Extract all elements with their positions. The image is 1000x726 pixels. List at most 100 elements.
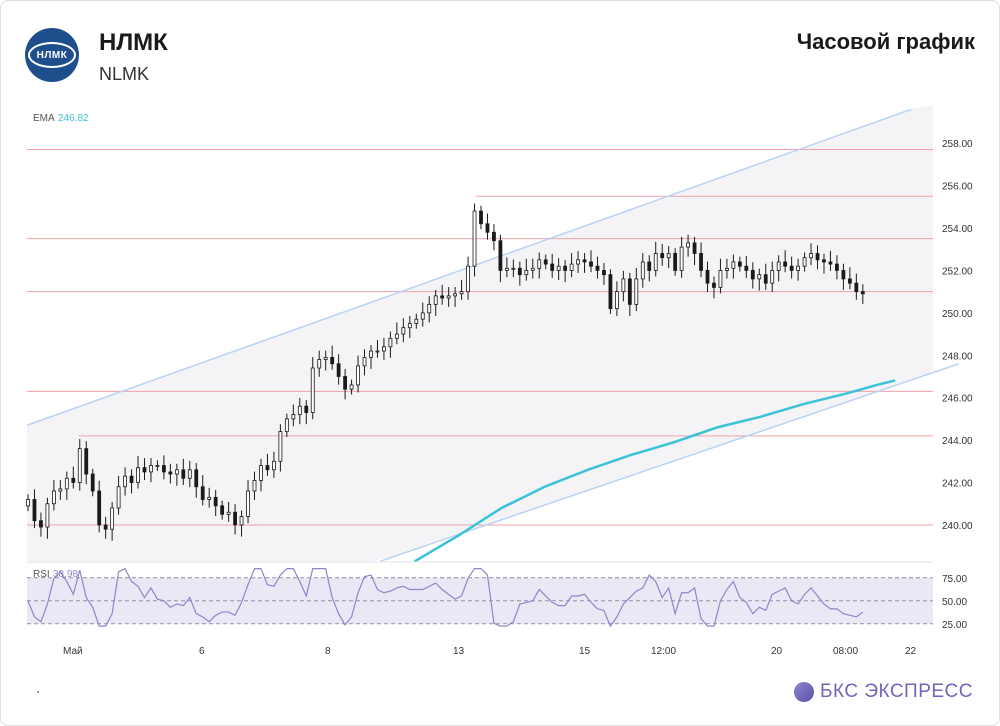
y-tick-label: 254.00: [942, 224, 973, 235]
candle-body-31: [226, 511, 231, 515]
y-tick-label: 252.00: [942, 266, 973, 277]
candle-body-60: [414, 318, 419, 324]
candle-body-94: [634, 278, 639, 305]
candle-body-81: [550, 263, 555, 271]
candle-body-93: [627, 278, 632, 305]
candle-body-5: [58, 488, 63, 492]
candle-body-86: [582, 259, 587, 263]
candle-body-43: [304, 405, 309, 413]
candle-body-47: [330, 356, 335, 365]
candle-body-129: [860, 291, 865, 295]
candle-body-56: [388, 337, 393, 348]
rsi-line: [27, 567, 864, 628]
candle-body-38: [272, 460, 276, 471]
y-tick-label: 244.00: [942, 436, 973, 447]
candle-body-101: [679, 246, 684, 271]
candle-body-33: [239, 516, 244, 526]
candle-body-42: [297, 405, 302, 416]
candle-body-27: [200, 486, 205, 500]
candle-body-59: [407, 323, 412, 329]
candle-body-22: [168, 471, 173, 475]
chart-timeframe-title: Часовой график: [796, 29, 975, 54]
candle-body-121: [809, 253, 813, 259]
candle-body-71: [485, 223, 490, 233]
candle-body-99: [666, 253, 671, 259]
candle-body-9: [84, 448, 89, 475]
candle-body-124: [828, 261, 833, 265]
candle-body-26: [194, 469, 199, 488]
candle-body-50: [349, 384, 354, 390]
candle-body-76: [517, 267, 522, 276]
candle-body-2: [39, 520, 43, 528]
x-tick-label: 22: [905, 646, 917, 657]
candle-body-112: [750, 270, 755, 280]
candle-body-24: [181, 469, 186, 479]
y-tick-label: 240.00: [942, 521, 973, 532]
candle-body-49: [343, 376, 348, 390]
candle-body-7: [71, 477, 76, 483]
x-tick-label: 12:00: [651, 646, 676, 657]
y-tick-label: 258.00: [942, 139, 973, 150]
x-tick-label: 20: [771, 646, 783, 657]
brand-name: БКС ЭКСПРЕСС: [820, 681, 973, 702]
candle-body-126: [841, 270, 846, 280]
candle-body-85: [576, 259, 580, 265]
candle-body-54: [375, 350, 380, 353]
candle-body-116: [776, 261, 781, 271]
candle-body-25: [187, 469, 192, 479]
candle-body-63: [433, 295, 438, 305]
candle-body-79: [537, 259, 542, 269]
candle-body-105: [705, 270, 710, 284]
x-tick-label: 6: [199, 646, 205, 657]
candle-body-44: [310, 367, 315, 413]
candle-body-75: [511, 267, 516, 270]
candle-body-61: [420, 312, 425, 320]
candle-body-127: [847, 278, 852, 284]
candle-body-11: [97, 490, 102, 526]
candle-body-97: [653, 253, 658, 271]
candle-body-82: [556, 265, 561, 271]
candle-body-10: [90, 473, 95, 492]
x-tick-label: Май: [63, 646, 83, 657]
candle-body-70: [479, 210, 483, 225]
ticker-title: НЛМК: [99, 29, 168, 56]
candle-body-107: [718, 270, 723, 288]
rsi-tick-label: 25.00: [942, 620, 967, 631]
candle-body-77: [524, 270, 529, 276]
candle-body-128: [854, 282, 859, 293]
candle-body-96: [647, 261, 652, 271]
channel-lower-line: [380, 363, 960, 562]
candle-body-73: [498, 240, 503, 271]
footer-dot: [37, 691, 39, 693]
ema-line: [414, 379, 896, 563]
candle-body-8: [77, 448, 82, 483]
candle-body-114: [763, 274, 768, 284]
candle-body-66: [453, 293, 458, 297]
candle-body-28: [207, 496, 212, 500]
candle-body-16: [129, 475, 134, 483]
y-tick-label: 242.00: [942, 479, 973, 490]
candle-body-113: [757, 274, 762, 280]
candle-body-6: [64, 477, 69, 490]
rsi-legend-label: RSI: [33, 569, 50, 580]
candle-body-125: [835, 263, 839, 271]
candle-body-17: [136, 467, 140, 483]
candle-body-36: [259, 465, 263, 481]
candle-body-23: [174, 469, 179, 475]
candle-body-87: [589, 261, 593, 267]
candle-body-20: [155, 465, 160, 467]
candle-body-100: [673, 253, 678, 271]
candle-body-78: [530, 267, 535, 271]
candle-body-106: [712, 282, 716, 288]
candle-body-67: [459, 291, 464, 295]
candle-body-57: [394, 333, 399, 339]
candle-body-102: [686, 242, 690, 248]
candle-body-14: [116, 486, 121, 509]
candle-body-83: [563, 265, 568, 271]
logo-text: НЛМК: [28, 42, 76, 68]
x-tick-label: 8: [325, 646, 331, 657]
candle-body-118: [789, 265, 794, 271]
candle-body-18: [142, 467, 147, 473]
rsi-tick-label: 75.00: [942, 574, 967, 585]
candle-body-52: [362, 356, 367, 367]
